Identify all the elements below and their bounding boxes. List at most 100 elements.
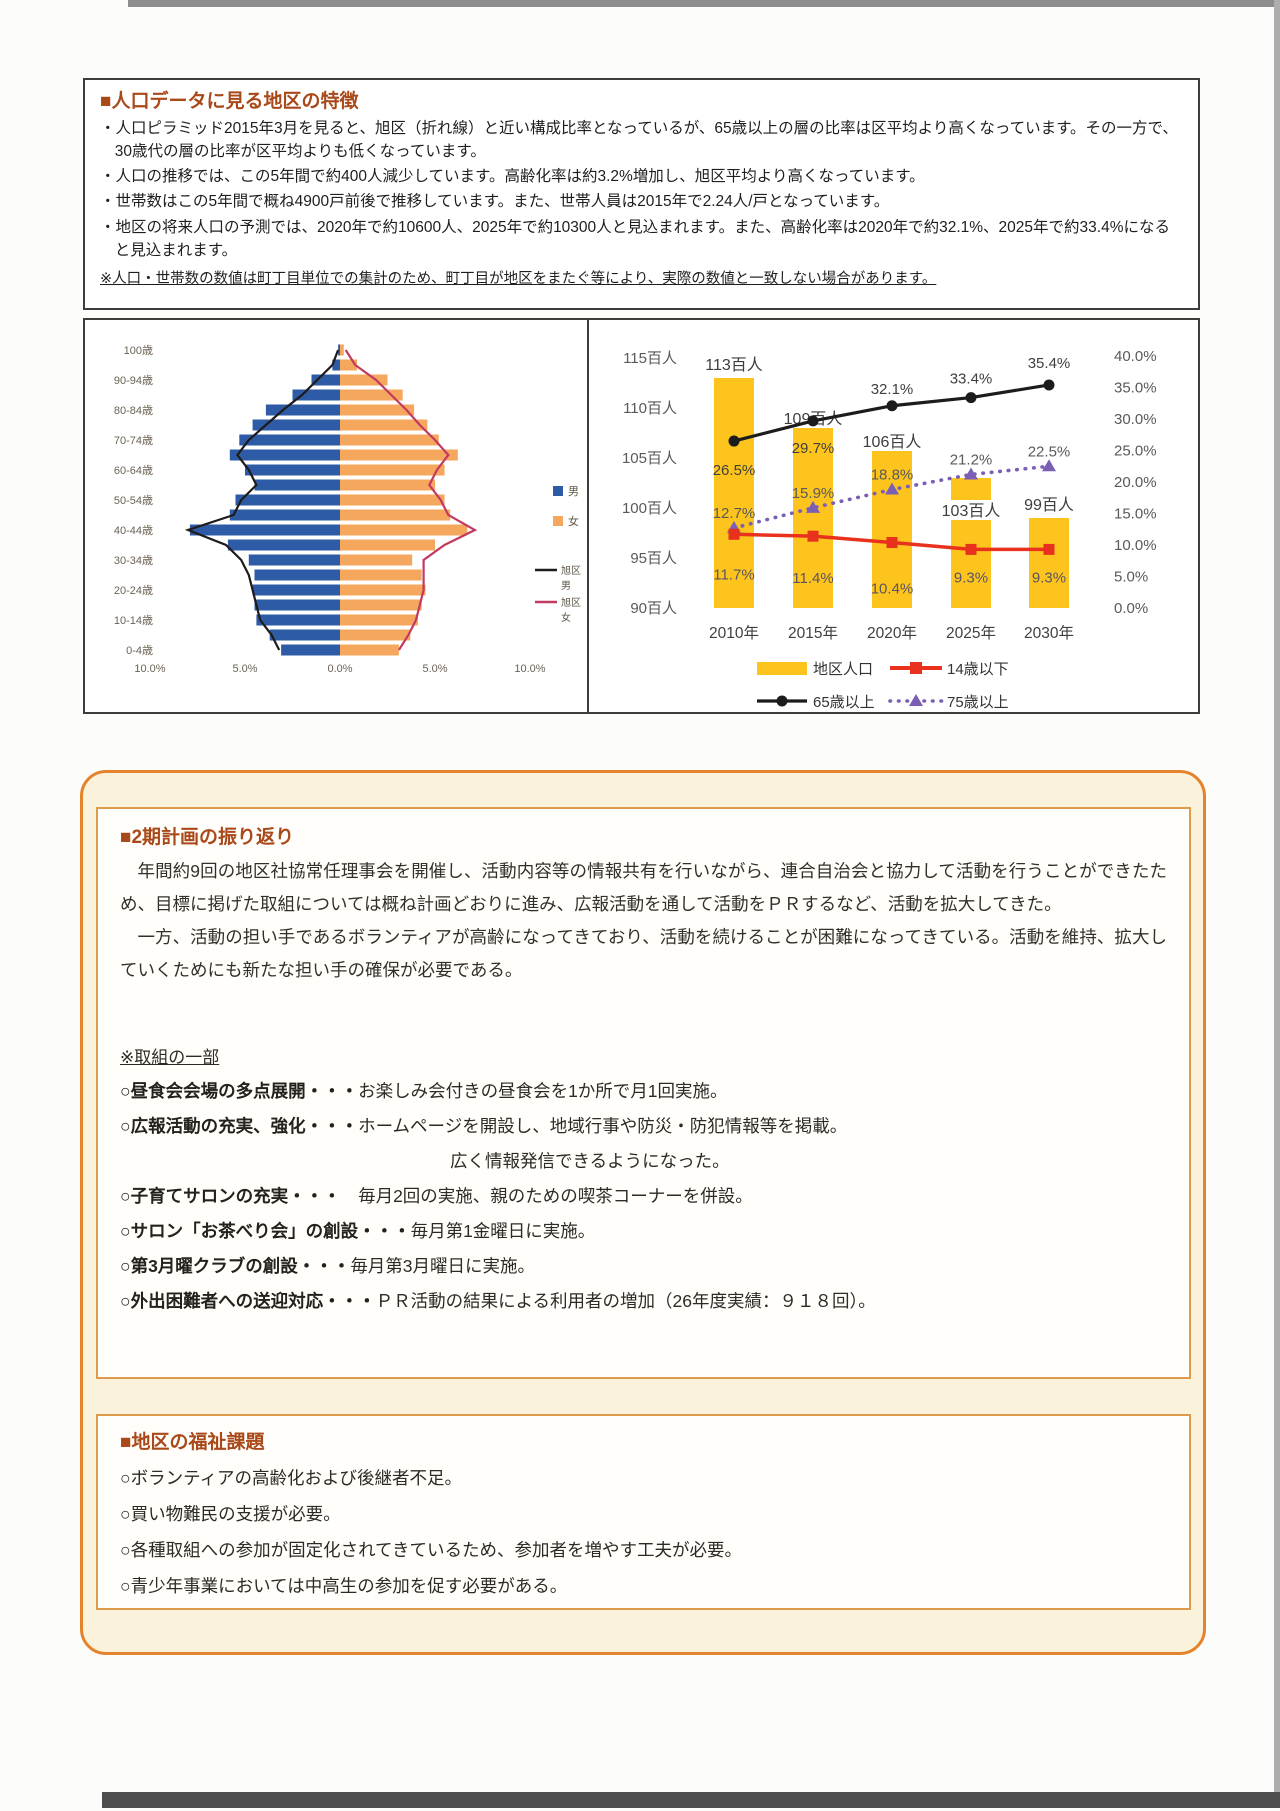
svg-text:113百人: 113百人: [705, 356, 763, 374]
scan-artifact-bottom-edge: [102, 1792, 1280, 1808]
population-trend-chart: 115百人 110百人 105百人 100百人 95百人 90百人 40.0% 35.0% 30…: [622, 348, 1157, 711]
svg-text:35.4%: 35.4%: [1028, 355, 1071, 372]
svg-text:旭区: 旭区: [561, 565, 581, 577]
svg-text:15.0%: 15.0%: [1114, 506, 1157, 523]
svg-text:30-34歳: 30-34歳: [114, 554, 153, 567]
svg-text:50-54歳: 50-54歳: [114, 494, 153, 507]
initiatives-subheading: ※取組の一部: [120, 1048, 220, 1067]
initiative-description: 毎月第3月曜日に実施。: [350, 1256, 536, 1276]
initiative-description: 毎月2回の実施、親のための喫茶コーナーを併設。: [358, 1186, 753, 1206]
svg-text:75歳以上: 75歳以上: [947, 694, 1009, 711]
svg-text:90百人: 90百人: [630, 600, 677, 617]
welfare-issue-3: ○各種取組への参加が固定化されてきているため、参加者を増やす工夫が必要。: [120, 1540, 743, 1560]
svg-text:10.0%: 10.0%: [514, 663, 545, 675]
scan-artifact-right-edge: [1274, 0, 1280, 1794]
scan-artifact-top-edge: [128, 0, 1280, 7]
svg-text:65歳以上: 65歳以上: [813, 694, 875, 711]
initiative-description: ホームページを開設し、地域行事や防災・防犯情報等を掲載。: [358, 1116, 848, 1136]
svg-text:95百人: 95百人: [630, 550, 677, 567]
svg-text:10-14歳: 10-14歳: [114, 614, 153, 627]
initiative-label: ○外出困難者への送迎対応・・・: [120, 1291, 376, 1311]
svg-text:10.0%: 10.0%: [134, 663, 165, 675]
section1-footnote: ※人口・世帯数の数値は町丁目単位での集計のため、町丁目が地区をまたぐ等により、実…: [100, 271, 937, 288]
svg-text:女: 女: [561, 611, 571, 624]
welfare-issues-list: ○ボランティアの高齢化および後継者不足。 ○買い物難民の支援が必要。 ○各種取組への…: [120, 1460, 1167, 1604]
svg-text:70-74歳: 70-74歳: [114, 434, 153, 447]
svg-text:11.7%: 11.7%: [713, 566, 754, 583]
initiative-item-2: ○広報活動の充実、強化・・・ホームページを開設し、地域行事や防災・防犯情報等を掲…: [120, 1109, 1167, 1144]
svg-text:106百人: 106百人: [863, 433, 922, 451]
svg-text:0-4歳: 0-4歳: [126, 644, 153, 657]
svg-text:20-24歳: 20-24歳: [114, 584, 153, 597]
svg-text:22.5%: 22.5%: [1028, 443, 1071, 460]
svg-text:9.3%: 9.3%: [954, 569, 988, 586]
svg-text:103百人: 103百人: [942, 502, 1001, 520]
initiative-label: ○サロン「お茶べり会」の創設・・・: [120, 1221, 411, 1241]
section1-bullet-list: ・人口ピラミッド2015年3月を見ると、旭区（折れ線）と近い構成比率となっている…: [100, 117, 1184, 263]
svg-text:20.0%: 20.0%: [1114, 474, 1157, 491]
svg-text:25.0%: 25.0%: [1114, 443, 1157, 460]
svg-text:9.3%: 9.3%: [1032, 569, 1066, 586]
svg-text:女: 女: [568, 514, 579, 528]
svg-text:90-94歳: 90-94歳: [114, 374, 153, 387]
svg-text:115百人: 115百人: [623, 350, 677, 367]
svg-text:5.0%: 5.0%: [232, 663, 257, 675]
svg-text:14歳以下: 14歳以下: [947, 661, 1009, 678]
section2-paragraphs: 年間約9回の地区社協常任理事会を開催し、活動内容等の情報共有を行いながら、連合自…: [120, 855, 1167, 987]
initiative-item-6: ○外出困難者への送迎対応・・・ＰＲ活動の結果による利用者の増加（26年度実績：９…: [120, 1284, 1167, 1319]
svg-text:12.7%: 12.7%: [713, 505, 756, 522]
welfare-issues-section: ■地区の福祉課題 ○ボランティアの高齢化および後継者不足。 ○買い物難民の支援が必…: [96, 1414, 1191, 1610]
svg-text:60-64歳: 60-64歳: [114, 464, 153, 477]
initiative-item-4: ○サロン「お茶べり会」の創設・・・毎月第1金曜日に実施。: [120, 1214, 1167, 1249]
svg-text:2030年: 2030年: [1024, 624, 1074, 642]
svg-text:29.7%: 29.7%: [792, 440, 835, 457]
initiative-label: ○広報活動の充実、強化・・・: [120, 1116, 359, 1136]
svg-text:105百人: 105百人: [622, 450, 677, 467]
section2-paragraph-2: 一方、活動の担い手であるボランティアが高齢になってきており、活動を続けることが困…: [120, 927, 1167, 980]
svg-text:2020年: 2020年: [867, 624, 917, 642]
svg-text:40.0%: 40.0%: [1114, 348, 1157, 365]
svg-text:26.5%: 26.5%: [713, 462, 756, 479]
welfare-issue-4: ○青少年事業においては中高生の参加を促す必要がある。: [120, 1576, 568, 1596]
svg-text:10.4%: 10.4%: [871, 580, 914, 597]
initiative-label: ○子育てサロンの充実・・・: [120, 1186, 359, 1206]
population-pyramid-box: 100歳 90-94歳 80-84歳 70-74歳 60-64歳 50-54歳 40-44歳…: [83, 318, 589, 714]
svg-text:10.0%: 10.0%: [1114, 537, 1157, 554]
svg-text:2010年: 2010年: [709, 624, 759, 642]
svg-text:5.0%: 5.0%: [422, 663, 447, 675]
initiative-label: ○第3月曜クラブの創設・・・: [120, 1256, 351, 1276]
section1-bullet-3: ・世帯数はこの5年間で概ね4900戸前後で推移しています。また、世帯人員は201…: [100, 193, 890, 211]
svg-text:11.4%: 11.4%: [792, 570, 833, 587]
svg-text:32.1%: 32.1%: [871, 381, 914, 398]
initiative-description-continued: 広く情報発信できるようになった。: [450, 1151, 730, 1171]
svg-text:0.0%: 0.0%: [327, 663, 352, 675]
section3-title: ■地区の福祉課題: [120, 1432, 265, 1453]
svg-text:100歳: 100歳: [124, 344, 153, 357]
svg-text:地区人口: 地区人口: [813, 661, 873, 678]
population-pyramid-chart: 100歳 90-94歳 80-84歳 70-74歳 60-64歳 50-54歳 40-44歳…: [114, 344, 581, 675]
section1-title: ■人口データに見る地区の特徴: [100, 91, 359, 112]
svg-text:80-84歳: 80-84歳: [114, 404, 153, 417]
section2-title: ■2期計画の振り返り: [120, 827, 295, 848]
svg-text:5.0%: 5.0%: [1114, 569, 1148, 586]
initiative-description: お楽しみ会付きの昼食会を1か所で月1回実施。: [358, 1081, 728, 1101]
initiative-item-1: ○昼食会会場の多点展開・・・お楽しみ会付きの昼食会を1か所で月1回実施。: [120, 1074, 1167, 1109]
section1-bullet-1: ・人口ピラミッド2015年3月を見ると、旭区（折れ線）と近い構成比率となっている…: [100, 119, 1178, 160]
svg-text:2025年: 2025年: [946, 624, 996, 642]
section1-bullet-4: ・地区の将来人口の予測では、2020年で約10600人、2025年で約10300…: [100, 218, 1170, 259]
svg-text:100百人: 100百人: [622, 500, 677, 517]
section2-paragraph-1: 年間約9回の地区社協常任理事会を開催し、活動内容等の情報共有を行いながら、連合自…: [120, 861, 1167, 914]
svg-text:15.9%: 15.9%: [792, 485, 835, 502]
population-trend-box: 115百人 110百人 105百人 100百人 95百人 90百人 40.0% 35.0% 30…: [587, 318, 1200, 714]
svg-text:30.0%: 30.0%: [1114, 411, 1157, 428]
population-data-section: ■人口データに見る地区の特徴 ・人口ピラミッド2015年3月を見ると、旭区（折れ…: [83, 78, 1200, 310]
svg-text:0.0%: 0.0%: [1114, 600, 1148, 617]
initiative-item-5: ○第3月曜クラブの創設・・・毎月第3月曜日に実施。: [120, 1249, 1167, 1284]
svg-text:99百人: 99百人: [1024, 496, 1074, 514]
initiative-description: 毎月第1金曜日に実施。: [410, 1221, 596, 1241]
svg-text:旭区: 旭区: [561, 597, 581, 609]
svg-text:男: 男: [568, 486, 579, 498]
plan-review-section: ■2期計画の振り返り 年間約9回の地区社協常任理事会を開催し、活動内容等の情報共…: [96, 807, 1191, 1379]
svg-text:40-44歳: 40-44歳: [114, 524, 153, 537]
